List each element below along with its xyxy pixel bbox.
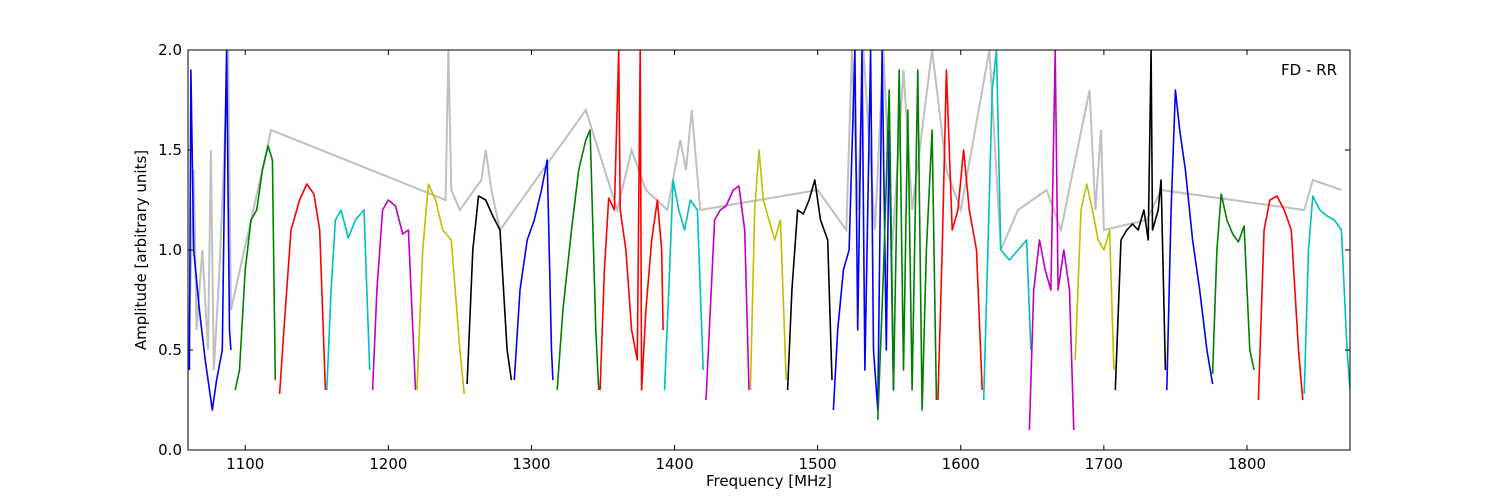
series-line-5 bbox=[371, 199, 417, 391]
y-axis: 0.0 0.5 1.0 1.5 2.0 bbox=[158, 41, 1350, 459]
background-trace bbox=[188, 50, 1342, 371]
x-tick-label: 1800 bbox=[1228, 455, 1266, 473]
series-line-16 bbox=[877, 69, 938, 421]
x-tick-label: 1100 bbox=[226, 455, 264, 473]
x-axis-label: Frequency [MHz] bbox=[706, 472, 832, 490]
series-line-8 bbox=[513, 159, 554, 381]
series-line-2 bbox=[234, 145, 277, 391]
series-line-14 bbox=[786, 179, 833, 391]
y-tick-label: 0.0 bbox=[158, 441, 182, 459]
series-line-24 bbox=[1257, 195, 1304, 401]
y-tick-label: 0.5 bbox=[158, 341, 182, 359]
series-line-9 bbox=[556, 129, 600, 391]
series-line-4 bbox=[326, 209, 371, 391]
y-tick-label: 1.0 bbox=[158, 241, 182, 259]
plot-frame bbox=[187, 49, 1351, 451]
series-line-25 bbox=[1303, 195, 1350, 395]
series-line-10 bbox=[599, 50, 664, 391]
series-line-20 bbox=[1074, 183, 1115, 371]
x-tick-label: 1400 bbox=[655, 455, 693, 473]
y-tick-label: 2.0 bbox=[158, 41, 182, 59]
series-line-12 bbox=[705, 185, 750, 401]
y-axis-label: Amplitude [arbitrary units] bbox=[132, 150, 150, 350]
series-line-23 bbox=[1211, 193, 1255, 375]
x-tick-label: 1500 bbox=[799, 455, 837, 473]
y-tick-label: 1.5 bbox=[158, 141, 182, 159]
series-line-18 bbox=[982, 50, 1032, 401]
x-tick-label: 1700 bbox=[1085, 455, 1123, 473]
series-line-13 bbox=[749, 149, 787, 391]
series-line-22 bbox=[1166, 89, 1214, 391]
x-axis: 1100 1200 1300 1400 1500 1600 1700 1800 bbox=[226, 50, 1266, 473]
series-line-3 bbox=[278, 183, 327, 395]
x-tick-label: 1600 bbox=[942, 455, 980, 473]
x-tick-label: 1300 bbox=[512, 455, 550, 473]
x-tick-label: 1200 bbox=[369, 455, 407, 473]
series-line-17 bbox=[937, 69, 983, 401]
series-line-6 bbox=[416, 183, 465, 395]
series-line-11 bbox=[663, 179, 704, 391]
chart-annotation: FD - RR bbox=[1281, 61, 1337, 79]
series-line-19 bbox=[1028, 50, 1075, 431]
series-layer bbox=[188, 50, 1350, 431]
series-line-1 bbox=[188, 50, 232, 411]
series-line-21 bbox=[1114, 50, 1167, 391]
background-trace-line bbox=[188, 50, 1342, 371]
series-line-7 bbox=[466, 195, 513, 385]
